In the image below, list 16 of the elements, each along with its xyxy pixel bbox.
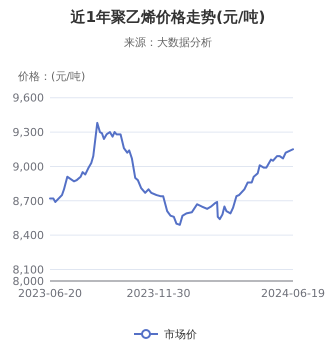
y-axis-title: 价格：(元/吨)	[17, 70, 86, 83]
chart-subtitle: 来源：大数据分析	[124, 36, 212, 49]
chart-title: 近1年聚乙烯价格走势(元/吨)	[70, 8, 266, 26]
x-tick-label: 2024-06-19	[261, 287, 325, 300]
y-tick-label: 9,300	[12, 126, 44, 140]
y-tick-label: 8,400	[12, 229, 44, 242]
legend-label: 市场价	[164, 328, 197, 341]
y-tick-label: 8,700	[12, 194, 44, 208]
y-tick-label: 8,000	[12, 275, 44, 288]
line-series	[49, 122, 294, 226]
y-tick-label: 8,100	[12, 264, 44, 277]
x-tick-label: 2023-11-30	[126, 287, 190, 300]
y-tick-label: 9,600	[12, 92, 44, 105]
x-tick-label: 2023-06-20	[18, 287, 82, 300]
y-tick-label: 9,000	[12, 160, 44, 174]
legend: 市场价	[134, 328, 197, 341]
